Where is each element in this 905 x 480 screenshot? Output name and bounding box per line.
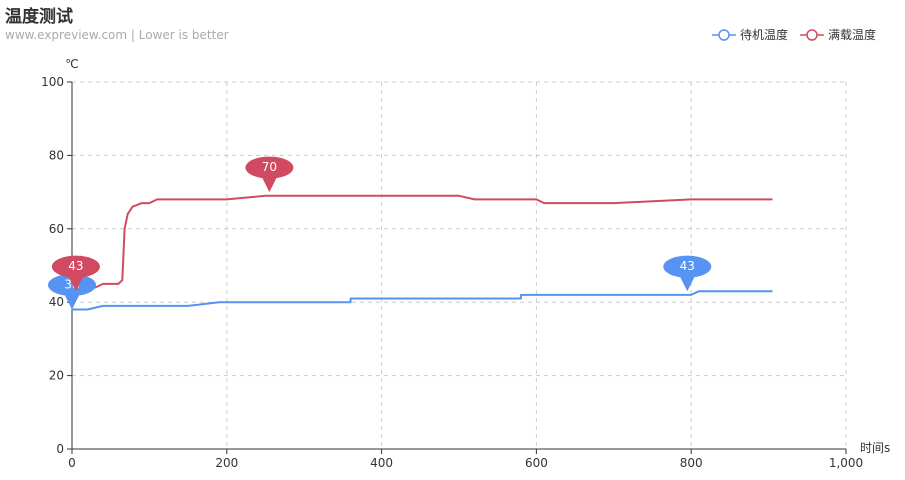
marker-pin-shape (51, 255, 100, 292)
y-tick-label: 60 (49, 222, 64, 236)
marker-pin-shape (663, 255, 712, 292)
marker-pin-shape (245, 156, 294, 193)
marker-pin-label: 70 (262, 160, 277, 174)
legend-label: 满载温度 (828, 27, 876, 42)
y-axis-label: ℃ (65, 57, 78, 71)
x-tick-label: 1,000 (829, 456, 863, 470)
chart-subtitle: www.expreview.com | Lower is better (5, 28, 229, 42)
marker-pin-max-load: 70 (245, 156, 294, 193)
x-axis-label: 时间s (860, 441, 890, 455)
legend-item-idle[interactable]: 待机温度 (712, 27, 788, 42)
y-tick-label: 40 (49, 295, 64, 309)
series-line-load (71, 194, 773, 293)
axes: 0 20 40 60 80 100 0 200 400 600 800 1,000 ℃ 时间s (41, 57, 890, 470)
x-tick-label: 200 (215, 456, 238, 470)
y-tick-label: 100 (41, 75, 64, 89)
y-tick-label: 0 (56, 442, 64, 456)
series-line-idle (72, 290, 773, 311)
legend-symbol (718, 29, 730, 41)
x-tick-label: 0 (68, 456, 76, 470)
marker-pin-label: 43 (68, 259, 83, 273)
grid-lines (72, 81, 847, 449)
legend-symbol (806, 29, 818, 41)
y-tick-label: 20 (49, 369, 64, 383)
legend[interactable]: 待机温度 满载温度 (712, 27, 876, 42)
y-tick-label: 80 (49, 148, 64, 162)
x-tick-label: 400 (370, 456, 393, 470)
marker-pin-min-load: 43 (51, 255, 100, 292)
chart-title: 温度测试 (5, 7, 73, 27)
legend-label: 待机温度 (740, 27, 788, 42)
series-lines (71, 194, 773, 311)
marker-pin-label: 43 (680, 259, 695, 273)
x-tick-label: 800 (680, 456, 703, 470)
x-tick-label: 600 (525, 456, 548, 470)
legend-item-load[interactable]: 满载温度 (800, 27, 876, 42)
marker-pin-max-idle: 43 (663, 255, 712, 292)
marker-pin-shape (48, 273, 96, 310)
